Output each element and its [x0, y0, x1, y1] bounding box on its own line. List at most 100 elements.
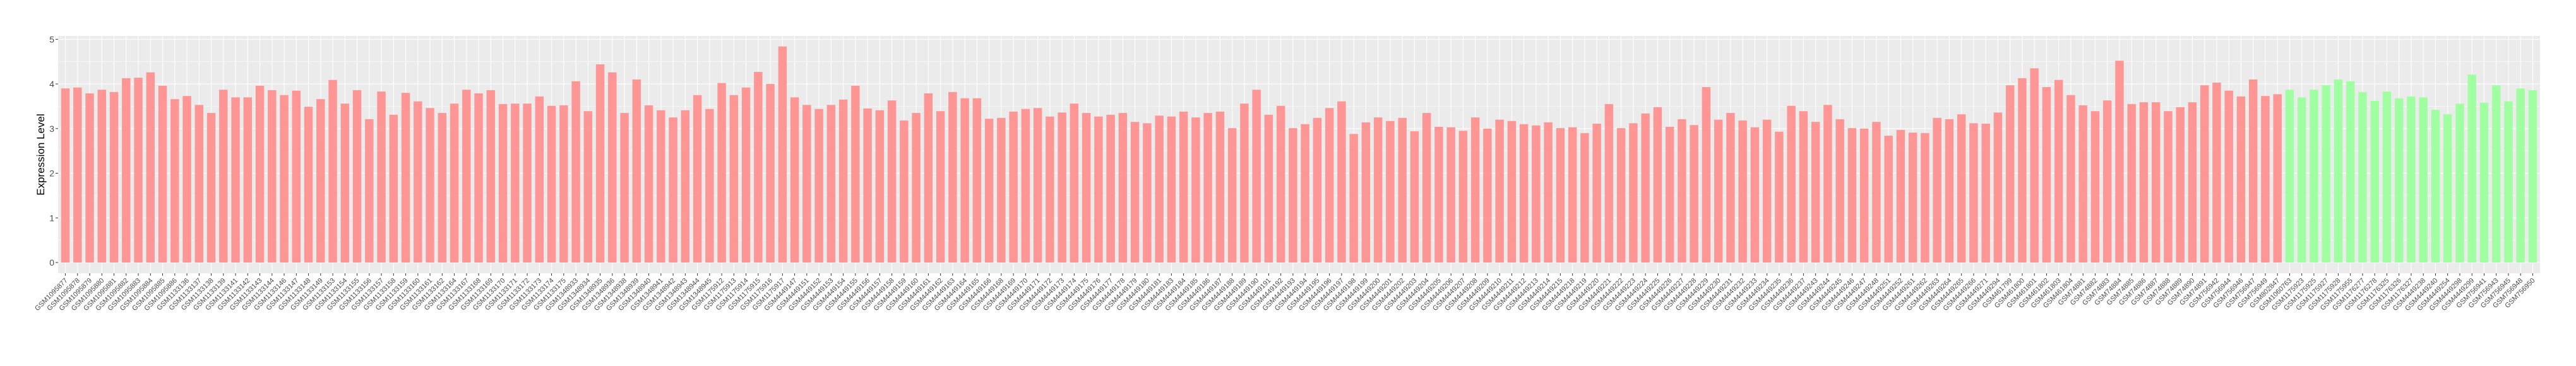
bar-GSM1175913: GSM1175913: 3.75 — [729, 95, 739, 263]
bar-GSM1348936: GSM1348936: 4.26 — [608, 72, 617, 263]
bar-GSM4449151: GSM4449151: 3.53 — [802, 105, 811, 263]
plot-panel — [58, 36, 2540, 273]
bar-GSM1133159: GSM1133159: 3.8 — [401, 93, 410, 263]
bar-GSM4449185: GSM4449185: 3.25 — [1191, 117, 1200, 263]
bar-GSM4449218: GSM4449218: 3.03 — [1568, 127, 1577, 263]
bar-GSM4449219: GSM4449219: 2.9 — [1580, 133, 1589, 263]
bar-GSM756947: GSM756947: 4.1 — [2248, 79, 2258, 263]
bar-GSM1095878: GSM1095878: 3.92 — [73, 87, 82, 263]
bar-GSM1348942: GSM1348942: 3.25 — [669, 117, 677, 263]
bar-GSM1133142: GSM1133142: 3.7 — [243, 97, 253, 263]
bar-GSM74887: GSM74887: 3.59 — [2151, 102, 2161, 263]
bar-GSM4449168: GSM4449168: 3.24 — [997, 117, 1006, 263]
bar-GSM4449294: GSM4449294: 3.36 — [1993, 112, 2003, 263]
bar-GSM4449201: GSM4449201: 3.17 — [1386, 121, 1395, 263]
bar-GSM4449160: GSM4449160: 3.35 — [912, 113, 921, 263]
bar-GSM4449180: GSM4449180: 3.12 — [1143, 123, 1152, 263]
bar-GSM756948: GSM756948: 3.9 — [2516, 88, 2525, 263]
bar-GSM1133172: GSM1133172: 3.56 — [523, 103, 532, 263]
bar-GSM461800: GSM461800: 4.13 — [2018, 78, 2027, 263]
bar-GSM74882: GSM74882: 3.39 — [2090, 111, 2100, 263]
bar-GSM756942: GSM756942: 4.03 — [2212, 82, 2221, 263]
bar-GSM4449191: GSM4449191: 3.31 — [1264, 114, 1273, 263]
bar-GSM4449228: GSM4449228: 3.08 — [1690, 125, 1698, 263]
bar-GSM4449271: GSM4449271: 3.11 — [1981, 123, 1990, 263]
bar-GSM4449237: GSM4449237: 3.39 — [1799, 111, 1808, 263]
bar-GSM1095879: GSM1095879: 3.79 — [85, 93, 94, 263]
bar-GSM756944: GSM756944: 3.85 — [2224, 90, 2233, 263]
bar-GSM4449221: GSM4449221: 3.55 — [1604, 103, 1614, 263]
bar-GSM4449183: GSM4449183: 3.27 — [1167, 116, 1176, 263]
bar-GSM74890: GSM74890: 3.59 — [2188, 102, 2197, 263]
bar-GSM1176325: GSM1176325: 3.83 — [2382, 92, 2392, 263]
bar-GSM4449205: GSM4449205: 3.04 — [1434, 126, 1443, 263]
bar-GSM4449170: GSM4449170: 3.44 — [1021, 109, 1030, 263]
bar-GSM4449197: GSM4449197: 3.61 — [1337, 101, 1346, 263]
bar-GSM4449173: GSM4449173: 3.36 — [1058, 112, 1066, 263]
bar-GSM1133170: GSM1133170: 3.55 — [498, 103, 508, 263]
bar-GSM1176277: GSM1176277: 3.82 — [2358, 92, 2367, 263]
bar-GSM1133155: GSM1133155: 3.86 — [352, 90, 362, 263]
bar-GSM1133148: GSM1133148: 3.49 — [304, 107, 313, 263]
bar-GSM1348943: GSM1348943: 3.41 — [681, 110, 690, 263]
bar-GSM4449222: GSM4449222: 3.01 — [1616, 128, 1626, 263]
bar-GSM74891: GSM74891: 3.97 — [2200, 85, 2209, 263]
bar-GSM1175912: GSM1175912: 4.02 — [717, 83, 726, 263]
bar-GSM1095882: GSM1095882: 4.13 — [122, 78, 131, 263]
bar-GSM756941: GSM756941: 3.58 — [2479, 102, 2489, 263]
bar-GSM4449179: GSM4449179: 3.15 — [1130, 122, 1140, 263]
bar-GSM1095880: GSM1095880: 3.87 — [97, 90, 107, 263]
bar-GSM4449207: GSM4449207: 2.95 — [1458, 131, 1468, 263]
bar-GSM4449266: GSM4449266: 3.12 — [1969, 123, 1978, 263]
bar-GSM4449158: GSM4449158: 3.63 — [887, 100, 897, 263]
bar-GSM1348933: GSM1348933: 4.06 — [571, 81, 580, 263]
bar-GSM4449248: GSM4449248: 3.15 — [1872, 122, 1881, 263]
bar-GSM4449206: GSM4449206: 3.03 — [1446, 127, 1455, 263]
bar-GSM74885: GSM74885: 3.55 — [2127, 103, 2136, 263]
bar-GSM4449246: GSM4449246: 3.01 — [1847, 128, 1857, 263]
bar-GSM4449186: GSM4449186: 3.35 — [1203, 113, 1212, 263]
bar-GSM4449198: GSM4449198: 2.88 — [1349, 134, 1358, 263]
bar-GSM74888: GSM74888: 3.39 — [2164, 111, 2173, 263]
bar-GSM1133139: GSM1133139: 3.87 — [219, 90, 228, 263]
bar-GSM1095877: GSM1095877: 3.9 — [61, 88, 70, 263]
bar-GSM74886: GSM74886: 3.59 — [2139, 102, 2149, 263]
bar-GSM4449188: GSM4449188: 3.01 — [1227, 128, 1237, 263]
bar-GSM1175955: GSM1175955: 4.06 — [2346, 81, 2355, 263]
bar-GSM1133164: GSM1133164: 3.56 — [450, 103, 459, 263]
bar-GSM4449178: GSM4449178: 3.35 — [1118, 113, 1128, 263]
bar-GSM1175923: GSM1175923: 3.7 — [2297, 97, 2306, 263]
bar-GSM4449195: GSM4449195: 3.24 — [1313, 117, 1322, 263]
bar-GSM1348935: GSM1348935: 4.44 — [595, 64, 605, 263]
bar-GSM4449236: GSM4449236: 3.51 — [1787, 105, 1796, 263]
bar-GSM1133174: GSM1133174: 3.51 — [547, 105, 556, 263]
bar-GSM1133136: GSM1133136: 3.73 — [182, 96, 191, 263]
bar-GSM4449209: GSM4449209: 3 — [1483, 128, 1492, 263]
bar-GSM74881: GSM74881: 3.52 — [2078, 105, 2087, 263]
bar-GSM756946: GSM756946: 3.72 — [2236, 96, 2246, 263]
bar-GSM1348945: GSM1348945: 3.44 — [705, 109, 714, 263]
y-axis-title: Expression Level — [35, 114, 47, 195]
bar-GSM1095886: GSM1095886: 3.66 — [170, 99, 179, 263]
bar-GSM4449262: GSM4449262: 2.9 — [1921, 133, 1929, 263]
bar-GSM4449229: GSM4449229: 3.93 — [1702, 86, 1711, 263]
bar-GSM4449220: GSM4449220: 3.11 — [1592, 123, 1601, 263]
bar-GSM4449244: GSM4449244: 3.53 — [1823, 105, 1832, 263]
bar-GSM4449163: GSM4449163: 3.82 — [948, 92, 957, 263]
bar-GSM4449190: GSM4449190: 3.87 — [1252, 90, 1261, 263]
bar-GSM1095884: GSM1095884: 4.26 — [146, 72, 155, 263]
bar-GSM4449204: GSM4449204: 3.35 — [1422, 113, 1431, 263]
bar-GSM4449243: GSM4449243: 3.15 — [1811, 122, 1820, 263]
bar-GSM4449187: GSM4449187: 3.38 — [1215, 111, 1225, 263]
bar-GSM1348941: GSM1348941: 3.41 — [657, 110, 665, 263]
bar-GSM4449263: GSM4449263: 3.24 — [1933, 117, 1941, 263]
bar-GSM4449181: GSM4449181: 3.29 — [1155, 115, 1164, 263]
bar-GSM4449224: GSM4449224: 3.34 — [1641, 113, 1650, 263]
bar-GSM1348939: GSM1348939: 4.1 — [632, 79, 641, 263]
bar-GSM4449157: GSM4449157: 3.41 — [875, 110, 885, 263]
bar-GSM4449171: GSM4449171: 3.46 — [1033, 108, 1042, 263]
bar-GSM1133138: GSM1133138: 3.35 — [206, 113, 216, 263]
bar-GSM1176326: GSM1176326: 3.68 — [2394, 98, 2404, 263]
bar-GSM1175916: GSM1175916: 4 — [766, 84, 775, 263]
bar-GSM1133160: GSM1133160: 3.61 — [414, 101, 422, 263]
